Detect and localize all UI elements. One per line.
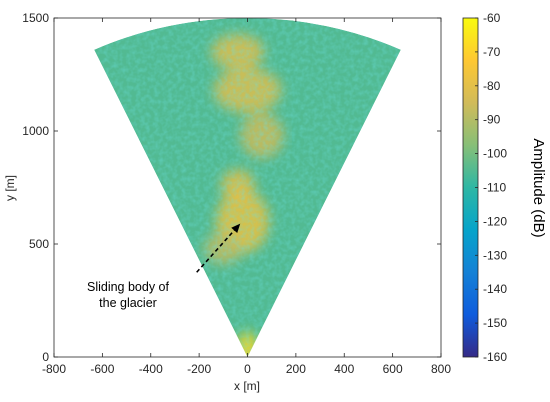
x-tick-label: 600 xyxy=(383,362,403,376)
colorbar-tick-label: -120 xyxy=(483,214,507,228)
colorbar-tick-label: -100 xyxy=(483,147,507,161)
speckle-texture xyxy=(94,18,401,357)
x-tick-label: -600 xyxy=(90,362,114,376)
colorbar-tick-label: -80 xyxy=(483,79,501,93)
plot-area xyxy=(94,18,401,357)
x-tick-label: -400 xyxy=(139,362,163,376)
annotation-arrow xyxy=(196,227,237,273)
x-tick-label: 800 xyxy=(431,362,451,376)
x-tick-label: 0 xyxy=(244,362,251,376)
colorbar-tick-label: -160 xyxy=(483,350,507,364)
colorbar-tick-label: -110 xyxy=(483,181,506,195)
annotation-arrowhead xyxy=(231,223,241,234)
x-tick-label: -200 xyxy=(187,362,211,376)
colorbar-tick-label: -60 xyxy=(483,11,501,25)
colorbar: -60 -70 -80 -90 -100 -110 -120 -130 -140 -150 -160 xyxy=(462,11,507,364)
annotation: Sliding body of the glacier xyxy=(87,223,241,310)
x-axis-label: x [m] xyxy=(234,379,260,393)
annotation-text-line2: the glacier xyxy=(99,296,157,310)
y-tick-label: 1000 xyxy=(22,124,49,138)
x-tick-label: 200 xyxy=(286,362,306,376)
colorbar-tick-label: -70 xyxy=(483,45,501,59)
colorbar-tick-label: -150 xyxy=(483,316,507,330)
colorbar-label: Amplitude (dB) xyxy=(530,138,547,237)
y-tick-label: 500 xyxy=(29,237,49,251)
y-tick-label: 0 xyxy=(42,350,49,364)
x-tick-label: -800 xyxy=(42,362,66,376)
y-tick-label: 1500 xyxy=(22,11,49,25)
axes: -800 -600 -400 -200 0 200 400 600 800 0 500 1000 150… xyxy=(22,11,451,376)
annotation-text-line1: Sliding body of xyxy=(87,280,170,294)
colorbar-tick-label: -90 xyxy=(483,113,501,127)
colorbar-tick-label: -130 xyxy=(483,248,507,262)
y-axis-label: y [m] xyxy=(3,175,17,201)
radar-image xyxy=(94,18,401,357)
x-tick-label: 400 xyxy=(334,362,354,376)
colorbar-tick-label: -140 xyxy=(483,282,507,296)
